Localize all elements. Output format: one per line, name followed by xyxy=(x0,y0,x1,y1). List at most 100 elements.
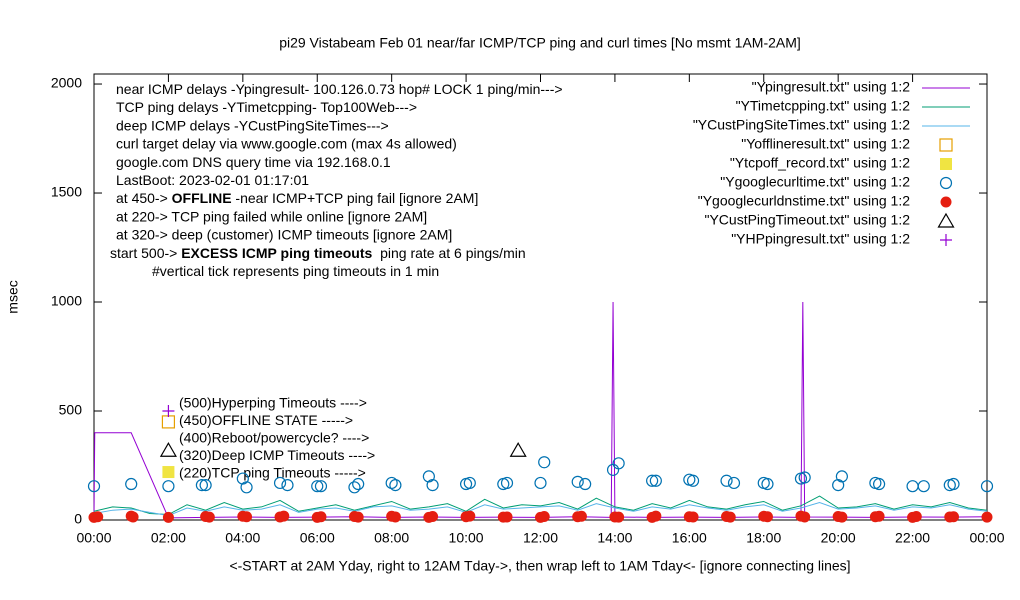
point xyxy=(650,510,662,522)
x-tick-label: 02:00 xyxy=(151,530,186,546)
point xyxy=(92,511,104,523)
point xyxy=(315,511,327,523)
point xyxy=(720,474,733,487)
point xyxy=(352,511,364,523)
note: near ICMP delays -Ypingresult- 100.126.0… xyxy=(116,81,563,97)
note: LastBoot: 2023-02-01 01:17:01 xyxy=(116,172,309,188)
plot-label: (400)Reboot/powercycle? ----> xyxy=(179,430,369,446)
x-tick-label: 20:00 xyxy=(821,530,856,546)
note: #vertical tick represents ping timeouts … xyxy=(152,263,439,279)
point xyxy=(87,480,101,493)
legend-label: "Ypingresult.txt" using 1:2 xyxy=(752,79,911,95)
note-segment: at 320-> deep (customer) ICMP timeouts [… xyxy=(116,226,452,242)
point xyxy=(980,480,994,493)
point xyxy=(199,479,212,492)
legend-swatch xyxy=(940,234,952,246)
x-tick-label: 04:00 xyxy=(225,530,260,546)
legend-swatch xyxy=(940,158,952,170)
x-tick-label: 06:00 xyxy=(300,530,335,546)
point xyxy=(534,476,547,490)
note: google.com DNS query time via 192.168.0.… xyxy=(116,154,391,170)
x-tick-label: 12:00 xyxy=(523,530,558,546)
point xyxy=(835,470,848,483)
point xyxy=(159,442,177,457)
x-tick-label: 16:00 xyxy=(672,530,707,546)
point xyxy=(162,480,175,493)
point xyxy=(538,511,550,523)
point xyxy=(727,476,741,490)
plot-label: (450)OFFLINE STATE -----> xyxy=(179,412,353,428)
note-segment: near ICMP delays -Ypingresult- 100.126.0… xyxy=(116,81,563,97)
point xyxy=(509,442,527,457)
point xyxy=(427,511,439,523)
point xyxy=(501,511,513,523)
point xyxy=(348,481,361,494)
plot-label: (220)TCP ping Timeouts -----> xyxy=(179,465,366,481)
x-tick-label: 22:00 xyxy=(895,530,930,546)
point xyxy=(352,477,365,491)
note: curl target delay via www.google.com (ma… xyxy=(116,135,457,151)
point xyxy=(273,476,287,490)
point xyxy=(426,479,439,492)
point xyxy=(575,510,587,522)
point xyxy=(127,511,139,523)
point xyxy=(761,477,774,491)
x-tick-label: 14:00 xyxy=(597,530,632,546)
point xyxy=(724,511,736,523)
series-line xyxy=(93,495,988,516)
legend-label: "Yofflineresult.txt" using 1:2 xyxy=(741,136,910,152)
point xyxy=(687,511,699,523)
point xyxy=(981,511,993,523)
point xyxy=(761,511,773,523)
point xyxy=(389,479,402,492)
series-line xyxy=(93,502,988,517)
point xyxy=(241,511,253,523)
legend-label: "YTimetcpping.txt" using 1:2 xyxy=(736,98,911,114)
point xyxy=(162,511,174,523)
x-axis-label: <-START at 2AM Yday, right to 12AM Tday-… xyxy=(229,558,850,574)
point xyxy=(947,477,960,491)
legend-swatch xyxy=(939,138,953,152)
point xyxy=(649,474,662,487)
note-segment: OFFLINE xyxy=(172,190,232,206)
y-tick-label: 2000 xyxy=(51,75,82,91)
note: at 220-> TCP ping failed while online [i… xyxy=(116,208,427,224)
legend-label: "Ygooglecurldnstime.txt" using 1:2 xyxy=(698,193,910,209)
point xyxy=(910,511,922,523)
point xyxy=(836,511,848,523)
note-segment: deep ICMP delays -YCustPingSiteTimes---> xyxy=(116,117,389,133)
point xyxy=(872,477,886,491)
point xyxy=(873,510,885,522)
point xyxy=(311,480,324,493)
legend-label: "YHPpingresult.txt" using 1:2 xyxy=(731,231,910,247)
point xyxy=(799,511,811,523)
legend-label: "YCustPingTimeout.txt" using 1:2 xyxy=(704,212,910,228)
point xyxy=(500,476,514,490)
note-segment: #vertical tick represents ping timeouts … xyxy=(152,263,439,279)
point xyxy=(195,479,209,492)
point xyxy=(203,511,215,523)
legend-label: "YCustPingSiteTimes.txt" using 1:2 xyxy=(693,117,910,133)
legend-label: "Ygooglecurltime.txt" using 1:2 xyxy=(720,174,910,190)
point xyxy=(613,511,625,523)
point xyxy=(240,481,253,494)
x-tick-label: 08:00 xyxy=(374,530,409,546)
legend-swatch xyxy=(939,176,953,190)
legend-label: "Ytcpoff_record.txt" using 1:2 xyxy=(730,155,910,171)
point xyxy=(798,471,811,484)
point xyxy=(686,474,700,487)
note-segment: EXCESS ICMP ping timeouts xyxy=(181,245,372,261)
x-tick-label: 00:00 xyxy=(969,530,1004,546)
note: at 320-> deep (customer) ICMP timeouts [… xyxy=(116,226,452,242)
note-segment: TCP ping delays -YTimetcpping- Top100Web… xyxy=(116,99,417,115)
point xyxy=(314,480,328,493)
note-segment: LastBoot: 2023-02-01 01:17:01 xyxy=(116,172,309,188)
legend-swatch xyxy=(940,196,952,208)
y-tick-label: 500 xyxy=(59,402,83,418)
point xyxy=(125,477,138,491)
point xyxy=(571,475,584,488)
series-line xyxy=(93,302,988,519)
x-tick-label: 00:00 xyxy=(76,530,111,546)
note: TCP ping delays -YTimetcpping- Top100Web… xyxy=(116,99,417,115)
note-segment: ping rate at 6 pings/min xyxy=(372,245,525,261)
